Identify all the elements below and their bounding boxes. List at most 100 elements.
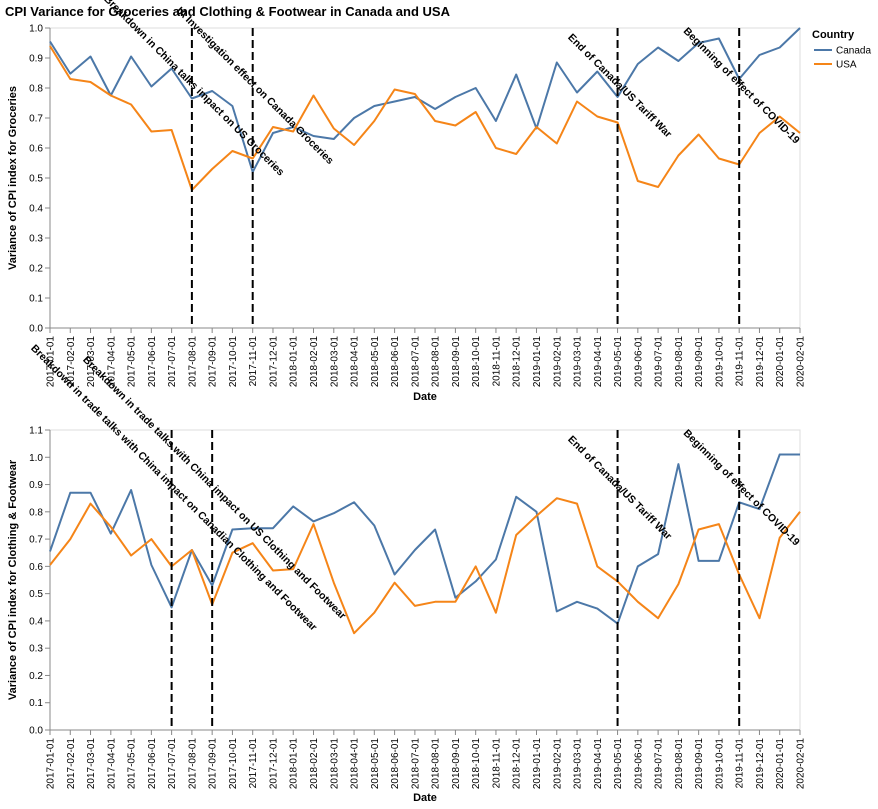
y-tick-label: 0.5 — [29, 174, 43, 185]
x-tick-label: 2018-05-01 — [370, 336, 381, 388]
x-tick-label: 2019-10-01 — [714, 738, 725, 790]
x-tick-label: 2019-03-01 — [573, 336, 584, 388]
legend-title: Country — [812, 29, 855, 41]
x-tick-label: 2019-03-01 — [573, 738, 584, 790]
x-tick-label: 2017-10-01 — [228, 336, 239, 388]
x-tick-label: 2019-12-01 — [755, 336, 766, 388]
x-tick-label: 2017-11-01 — [248, 738, 259, 789]
x-tick-label: 2017-10-01 — [228, 738, 239, 790]
y-tick-label: 1.1 — [29, 426, 43, 437]
x-tick-label: 2019-12-01 — [755, 738, 766, 790]
x-tick-label: 2017-02-01 — [66, 738, 77, 790]
y-axis-title: Variance of CPI index for Groceries — [7, 86, 19, 270]
chart-panel-1: 0.0 0.1 0.2 0.3 0.4 0.5 0.6 0.7 0.8 0.9 1.0 2017-01… — [7, 0, 807, 403]
x-tick-label: 2018-01-01 — [289, 336, 300, 388]
chart-title: CPI Variance for Groceries and Clothing … — [5, 4, 451, 19]
x-tick-label: 2018-12-01 — [512, 336, 523, 388]
x-tick-label: 2018-07-01 — [410, 336, 421, 388]
x-tick-label: 2019-08-01 — [674, 738, 685, 790]
y-tick-label: 0.3 — [29, 234, 43, 245]
y-tick-label: 0.2 — [29, 671, 43, 682]
x-tick-label: 2017-04-01 — [106, 738, 117, 790]
x-tick-label: 2017-08-01 — [187, 336, 198, 388]
x-tick-label: 2020-01-01 — [775, 336, 786, 388]
x-tick-label: 2019-05-01 — [613, 738, 624, 790]
x-tick-label: 2018-06-01 — [390, 336, 401, 388]
x-tick-label: 2018-06-01 — [390, 738, 401, 790]
y-tick-label: 0.0 — [29, 324, 43, 335]
x-tick-label: 2018-11-01 — [491, 738, 502, 789]
x-tick-label: 2019-08-01 — [674, 336, 685, 388]
x-tick-label: 2017-06-01 — [147, 738, 158, 790]
y-tick-label: 0.9 — [29, 54, 43, 65]
x-tick-label: 2019-07-01 — [654, 738, 665, 790]
x-tick-label: 2018-12-01 — [512, 738, 523, 790]
series-line-canada — [49, 27, 801, 173]
y-tick-label: 0.7 — [29, 535, 43, 546]
x-axis-title: Date — [413, 792, 437, 804]
x-tick-label: 2017-01-01 — [46, 738, 57, 790]
x-tick-label: 2018-02-01 — [309, 738, 320, 790]
x-tick-label: 2020-01-01 — [775, 738, 786, 790]
y-tick-label: 0.7 — [29, 114, 43, 125]
y-tick-label: 0.2 — [29, 264, 43, 275]
x-tick-label: 2017-01-01 — [46, 336, 57, 388]
y-tick-label: 0.3 — [29, 644, 43, 655]
x-tick-label: 2019-04-01 — [593, 738, 604, 790]
x-tick-label: 2017-03-01 — [86, 336, 97, 388]
x-tick-label: 2019-02-01 — [552, 336, 563, 388]
x-tick-label: 2019-01-01 — [532, 336, 543, 388]
x-tick-label: 2018-08-01 — [431, 738, 442, 790]
x-tick-label: 2019-02-01 — [552, 738, 563, 790]
series-line-usa — [49, 45, 801, 191]
series-line-usa — [49, 497, 801, 635]
y-tick-label: 0.1 — [29, 294, 43, 305]
x-tick-label: 2019-05-01 — [613, 336, 624, 388]
x-tick-label: 2018-02-01 — [309, 336, 320, 388]
y-tick-label: 0.8 — [29, 507, 43, 518]
x-tick-label: 2017-08-01 — [187, 738, 198, 790]
y-tick-label: 1.0 — [29, 24, 43, 35]
x-tick-label: 2017-12-01 — [268, 738, 279, 790]
x-tick-label: 2017-09-01 — [208, 738, 219, 790]
y-tick-label: 0.5 — [29, 589, 43, 600]
x-tick-label: 2017-05-01 — [127, 336, 138, 388]
x-tick-label: 2017-07-01 — [167, 336, 178, 388]
x-tick-label: 2020-02-01 — [796, 738, 807, 790]
x-tick-label: 2019-11-01 — [735, 738, 746, 789]
y-tick-label: 0.6 — [29, 562, 43, 573]
y-tick-label: 0.4 — [29, 616, 43, 627]
x-tick-label: 2019-01-01 — [532, 738, 543, 790]
x-tick-label: 2018-07-01 — [410, 738, 421, 790]
y-tick-label: 0.6 — [29, 144, 43, 155]
x-tick-label: 2018-11-01 — [491, 336, 502, 387]
x-tick-label: 2019-06-01 — [633, 336, 644, 388]
x-tick-label: 2018-03-01 — [329, 336, 340, 388]
y-tick-label: 0.4 — [29, 204, 43, 215]
chart-panel-2: 0.0 0.1 0.2 0.3 0.4 0.5 0.6 0.7 0.8 0.9 1.0 1.1 2017… — [7, 342, 807, 804]
series-line-canada — [49, 453, 800, 625]
x-tick-label: 2019-04-01 — [593, 336, 604, 388]
legend: Country Canada USA — [812, 29, 871, 71]
event-label: End of Canada/US Tariff War — [565, 434, 674, 543]
x-tick-label: 2017-07-01 — [167, 738, 178, 790]
x-tick-label: 2018-08-01 — [431, 336, 442, 388]
plot-frame — [49, 27, 801, 329]
x-tick-label: 2018-09-01 — [451, 738, 462, 790]
x-tick-label: 2019-09-01 — [694, 336, 705, 388]
y-tick-label: 0.1 — [29, 698, 43, 709]
x-tick-label: 2018-04-01 — [350, 336, 361, 388]
x-tick-label: 2019-09-01 — [694, 738, 705, 790]
y-tick-label: 0.9 — [29, 480, 43, 491]
x-tick-label: 2017-02-01 — [66, 336, 77, 388]
x-tick-label: 2020-02-01 — [796, 336, 807, 388]
y-tick-label: 1.0 — [29, 453, 43, 464]
x-tick-label: 2017-11-01 — [248, 336, 259, 387]
x-tick-label: 2017-06-01 — [147, 336, 158, 388]
y-axis-title: Variance of CPI index for Clothing & Foo… — [7, 459, 19, 700]
x-tick-label: 2017-03-01 — [86, 738, 97, 790]
x-axis-title: Date — [413, 391, 437, 403]
x-tick-label: 2019-10-01 — [714, 336, 725, 388]
x-tick-label: 2018-09-01 — [451, 336, 462, 388]
